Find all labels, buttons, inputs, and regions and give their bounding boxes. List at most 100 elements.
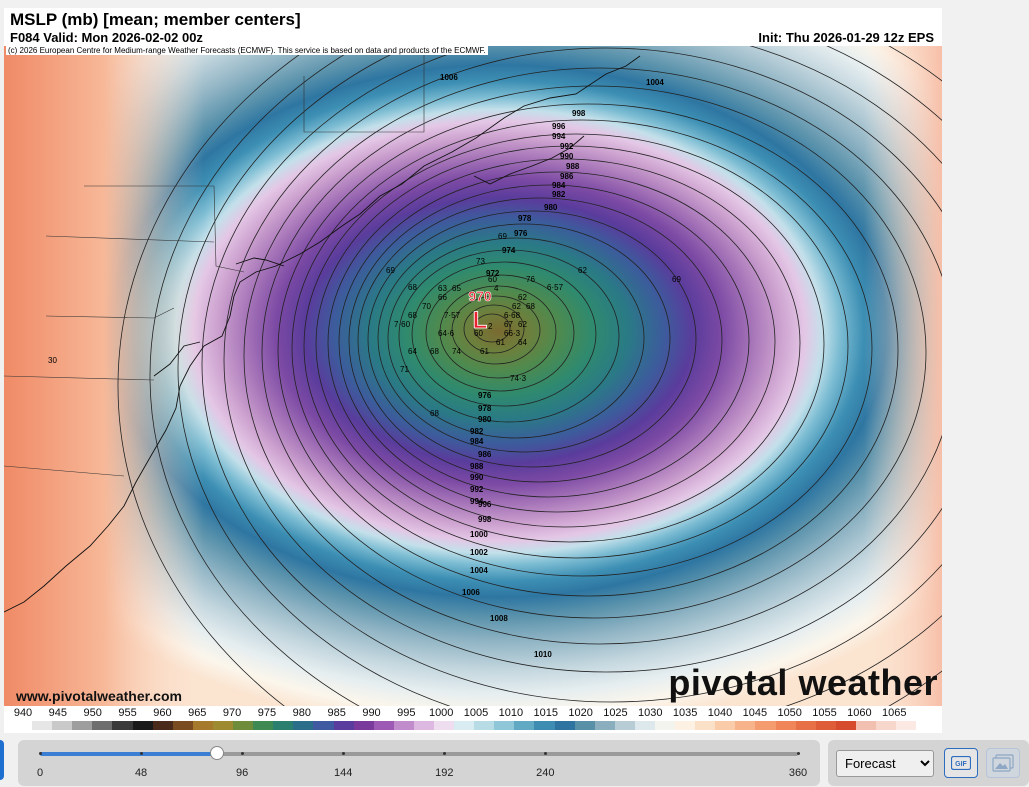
colorbar-label: 995 <box>397 707 416 719</box>
member-center: 68 <box>408 311 417 320</box>
member-center: 74 <box>452 347 461 356</box>
colorbar-swatch <box>313 721 334 730</box>
slider-tick-label: 144 <box>334 767 353 779</box>
colorbar-swatch <box>132 721 153 730</box>
website-url: www.pivotalweather.com <box>16 688 182 704</box>
colorbar-swatch <box>52 721 73 730</box>
member-center: 61 <box>496 338 505 347</box>
colorbar-swatch <box>212 721 234 730</box>
forecast-hour-slider[interactable] <box>39 746 800 760</box>
image-gallery-button[interactable] <box>986 748 1020 778</box>
isobar-label: 974 <box>502 246 516 255</box>
slider-tick[interactable] <box>797 752 800 755</box>
slider-tick-label: 360 <box>788 767 808 779</box>
isobar-labels: 1006 1004 998 996 994 992 990 988 986 98… <box>440 73 664 659</box>
slider-tick[interactable] <box>443 752 447 755</box>
member-center: 69 <box>672 275 681 284</box>
colorbar-swatch <box>574 721 595 730</box>
colorbar-label: 1065 <box>882 707 907 719</box>
isobar-label: 994 <box>470 497 484 506</box>
slider-tick[interactable] <box>39 752 42 755</box>
colorbar-swatch <box>775 721 796 730</box>
member-center: 68 <box>430 409 439 418</box>
colorbar-label: 1045 <box>742 707 768 719</box>
colorbar-swatch <box>393 721 414 730</box>
weather-map[interactable]: 1006 1004 998 996 994 992 990 988 986 98… <box>4 46 942 706</box>
colorbar-label: 950 <box>83 707 102 719</box>
gif-icon: GIF <box>951 756 971 770</box>
colorbar-label: 1040 <box>707 707 733 719</box>
forecast-hour-slider-panel: 0 48 96 144 192 240 360 <box>18 740 820 786</box>
member-center: 62 <box>518 320 527 329</box>
member-center: 68 <box>526 302 535 311</box>
isobar-label: 980 <box>544 203 558 212</box>
view-mode-select[interactable]: Forecast <box>836 750 934 777</box>
prev-button[interactable] <box>0 740 4 780</box>
gif-label: GIF <box>955 761 967 768</box>
slider-tick[interactable] <box>241 752 245 755</box>
colorbar-swatch <box>896 721 917 730</box>
member-center: 61 <box>480 347 489 356</box>
colorbar-swatch <box>715 721 736 730</box>
colorbar-label: 1025 <box>603 707 628 719</box>
map-graphic: 1006 1004 998 996 994 992 990 988 986 98… <box>4 46 942 706</box>
slider-thumb[interactable] <box>209 746 224 760</box>
colorbar-swatch <box>152 721 173 730</box>
colorbar-swatch <box>32 721 53 730</box>
isobar-label: 1010 <box>534 650 552 659</box>
isobar-label: 998 <box>478 515 492 524</box>
isobar-label: 988 <box>566 162 580 171</box>
colorbar-label: 1020 <box>568 707 593 719</box>
slider-tick-label: 48 <box>134 767 148 779</box>
slider-tick[interactable] <box>544 752 548 755</box>
colorbar-swatch <box>112 721 133 730</box>
colorbar-label: 975 <box>257 707 277 719</box>
slider-tick-label: 192 <box>435 767 454 779</box>
colorbar-strip <box>12 721 937 730</box>
high-pressure-east <box>864 46 942 706</box>
isobar-label: 978 <box>518 214 532 223</box>
isobar-label: 984 <box>470 437 484 446</box>
high-pressure-west <box>4 46 204 706</box>
member-center: 62 <box>578 266 587 275</box>
colorbar-swatch <box>72 721 93 730</box>
colorbar-swatch <box>916 721 937 730</box>
member-center: 62 <box>512 302 521 311</box>
colorbar-swatch <box>413 721 434 730</box>
slider-tick[interactable] <box>140 752 144 755</box>
colorbar-swatch <box>815 721 836 730</box>
gif-button[interactable]: GIF <box>944 748 978 778</box>
colorbar-label: 965 <box>188 707 207 719</box>
colorbar-label: 1050 <box>777 707 802 719</box>
colorbar-swatch <box>835 721 856 730</box>
member-center: 69 <box>386 266 395 275</box>
member-center: 64 <box>518 338 527 347</box>
member-center: 73 <box>476 257 485 266</box>
isobar-label: 1002 <box>470 548 488 557</box>
colorbar-swatch <box>634 721 655 730</box>
borders <box>4 46 425 477</box>
colorbar-swatch <box>675 721 696 730</box>
colorbar-label: 980 <box>292 707 311 719</box>
isobar-label: 986 <box>560 172 574 181</box>
colorbar-swatch <box>233 721 254 730</box>
member-center-labels: 69 73 69 68 63 65 60 4 76 62 6·57 70 66 … <box>48 232 681 418</box>
isobar-label: 998 <box>572 109 586 118</box>
isobar-label: 1008 <box>490 614 508 623</box>
colorbar-swatch <box>353 721 374 730</box>
colorbar-label: 955 <box>118 707 137 719</box>
colorbar-label: 1015 <box>533 707 558 719</box>
colorbar-swatch <box>253 721 274 730</box>
colorbar-swatch <box>655 721 676 730</box>
colorbar-swatch <box>534 721 555 730</box>
slider-tick[interactable] <box>342 752 346 755</box>
colorbar-label: 940 <box>13 707 33 719</box>
colorbar-label: 970 <box>222 707 242 719</box>
colorbar: 940 945 950 955 960 965 970 975 980 985 990 995 1000… <box>4 706 942 733</box>
member-center: 62 <box>518 293 527 302</box>
colorbar-swatch <box>172 721 193 730</box>
colorbar-label: 990 <box>362 707 381 719</box>
isobar-label: 988 <box>470 462 484 471</box>
top-strip <box>0 0 1029 8</box>
colorbar-swatch <box>755 721 776 730</box>
